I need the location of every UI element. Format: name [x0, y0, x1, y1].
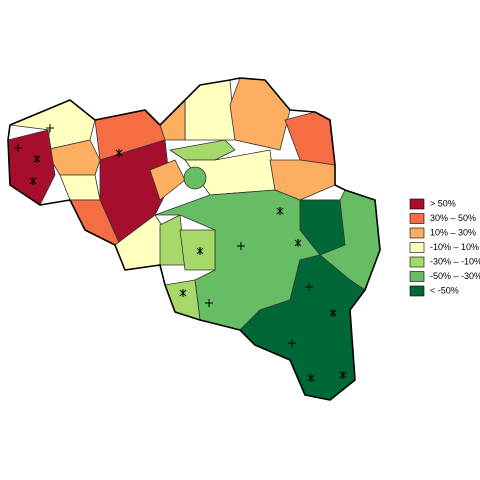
plus-marker: [14, 124, 313, 347]
region: [184, 79, 236, 141]
regions: [7, 77, 381, 401]
region: [179, 229, 216, 271]
legend: > 50% 30% – 50% 10% – 30% -10% – 10% -30% – …: [409, 198, 480, 297]
legend-swatch: [409, 227, 425, 239]
markers: [14, 124, 347, 382]
legend-swatch: [409, 242, 425, 253]
legend-label: 30% – 50%: [430, 213, 476, 223]
legend-swatch: [409, 213, 425, 224]
region: [229, 77, 291, 151]
legend-label: < -50%: [430, 285, 459, 295]
legend-swatch: [409, 256, 425, 268]
region: [284, 111, 336, 166]
legend-label: 10% – 30%: [430, 227, 476, 237]
region: [169, 139, 236, 161]
country-outline: [7, 77, 381, 401]
legend-swatch: [409, 271, 425, 282]
legend-label: -10% – 10%: [430, 242, 479, 252]
legend-label: -30% – -10%: [430, 256, 480, 266]
region: [159, 99, 186, 141]
region: [183, 166, 207, 190]
legend-label: -50% – -30%: [430, 271, 480, 281]
region: [7, 129, 56, 206]
legend-swatch: [409, 285, 425, 297]
legend-swatch: [409, 198, 425, 210]
star-marker: [29, 149, 347, 382]
region: [299, 199, 346, 256]
region: [44, 139, 101, 176]
legend-label: > 50%: [430, 198, 456, 208]
region: [59, 174, 101, 201]
